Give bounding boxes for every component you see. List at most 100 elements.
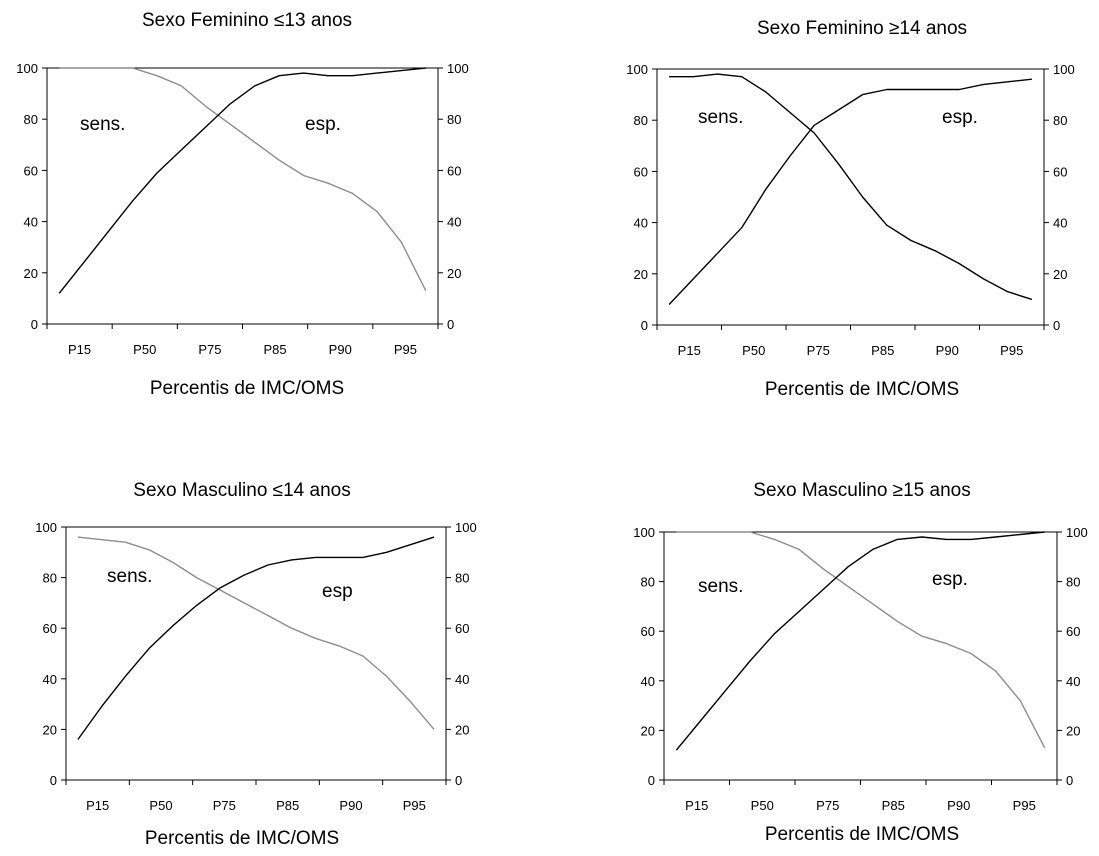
y-tick-label-right: 60 — [1053, 164, 1067, 179]
y-tick-label-right: 40 — [447, 215, 461, 230]
plot-area — [65, 526, 447, 781]
y-tick-label-right: 80 — [1066, 575, 1080, 590]
x-tick-label: P15 — [86, 798, 109, 813]
x-tick-label: P90 — [329, 342, 352, 357]
y-tick-label-left: 20 — [634, 267, 648, 282]
x-tick-label: P15 — [685, 798, 708, 813]
annotation-sens: sens. — [698, 107, 743, 128]
x-tick-label: P85 — [276, 798, 299, 813]
y-tick-label-left: 60 — [24, 163, 38, 178]
annotation-esp: esp — [322, 581, 353, 602]
x-tick-label: P50 — [742, 343, 765, 358]
y-tick-label-right: 80 — [447, 112, 461, 127]
annotation-sens: sens. — [107, 566, 152, 587]
y-tick-label-left: 20 — [43, 722, 57, 737]
y-tick-label-right: 100 — [1053, 62, 1075, 77]
y-tick-label-left: 40 — [634, 216, 648, 231]
chart-panel-feminino-13: Sexo Feminino ≤13 anos 0 0 20 20 40 40 60 60 80 8… — [0, 0, 540, 420]
annotation-sens: sens. — [80, 114, 125, 135]
x-tick-label: P95 — [1013, 798, 1036, 813]
y-tick-label-left: 40 — [43, 672, 57, 687]
x-tick-label: P50 — [751, 798, 774, 813]
y-tick-label-right: 40 — [1066, 674, 1080, 689]
plot-area — [663, 531, 1058, 781]
y-tick-label-left: 80 — [634, 113, 648, 128]
chart-svg: 0 0 20 20 40 40 60 60 80 80 100 100 P15 P50 P75 P85 P90 P… — [16, 61, 469, 357]
x-tick-label: P75 — [807, 343, 830, 358]
y-tick-label-left: 0 — [31, 317, 38, 332]
x-tick-label: P85 — [882, 798, 905, 813]
series-line-esp — [675, 531, 1045, 751]
y-tick-label-left: 20 — [24, 266, 38, 281]
y-tick-label-left: 80 — [24, 112, 38, 127]
x-tick-label: P15 — [68, 342, 91, 357]
series-line-sens — [77, 536, 435, 730]
y-tick-label-left: 40 — [641, 674, 655, 689]
y-tick-label-right: 20 — [1053, 267, 1067, 282]
y-tick-label-right: 80 — [455, 571, 469, 586]
x-tick-label: P50 — [133, 342, 156, 357]
y-tick-label-right: 0 — [455, 773, 462, 788]
y-tick-label-left: 100 — [16, 61, 38, 76]
y-tick-label-right: 100 — [1066, 525, 1088, 540]
y-tick-label-left: 100 — [633, 525, 655, 540]
y-tick-label-left: 0 — [50, 773, 57, 788]
y-tick-label-right: 0 — [1053, 318, 1060, 333]
chart-svg: 0 0 20 20 40 40 60 60 80 80 100 100 P15 P50 P75 P85 P90 P… — [35, 520, 477, 813]
y-tick-label-right: 40 — [1053, 216, 1067, 231]
annotation-sens: sens. — [698, 576, 743, 597]
plot-area — [46, 67, 439, 325]
series-line-esp — [668, 78, 1032, 305]
chart-panel-masculino-15: Sexo Masculino ≥15 anos 0 0 20 20 40 40 60 60 80… — [560, 440, 1099, 856]
y-tick-label-right: 20 — [1066, 723, 1080, 738]
y-tick-label-right: 40 — [455, 672, 469, 687]
y-tick-label-right: 80 — [1053, 113, 1067, 128]
x-tick-label: P15 — [678, 343, 701, 358]
y-tick-label-right: 60 — [1066, 624, 1080, 639]
x-axis-label: Percentis de IMC/OMS — [144, 828, 340, 849]
chart-title: Sexo Masculino ≥15 anos — [753, 480, 971, 501]
annotation-esp: esp. — [305, 114, 341, 135]
series-line-sens — [59, 67, 427, 292]
x-tick-label: P90 — [936, 343, 959, 358]
x-tick-label: P85 — [871, 343, 894, 358]
chart-panel-masculino-14: Sexo Masculino ≤14 anos 0 0 20 20 40 40 60 60 80… — [0, 440, 540, 856]
y-tick-label-right: 20 — [455, 722, 469, 737]
y-tick-label-left: 80 — [641, 575, 655, 590]
y-tick-label-left: 0 — [641, 318, 648, 333]
x-axis-label: Percentis de IMC/OMS — [149, 378, 345, 399]
y-tick-label-right: 100 — [447, 61, 469, 76]
x-tick-label: P95 — [394, 342, 417, 357]
y-tick-label-left: 40 — [24, 215, 38, 230]
x-axis-label: Percentis de IMC/OMS — [764, 379, 960, 400]
x-axis-label: Percentis de IMC/OMS — [764, 824, 960, 845]
y-tick-label-left: 100 — [626, 62, 648, 77]
y-tick-label-right: 20 — [447, 266, 461, 281]
y-tick-label-left: 100 — [35, 520, 57, 535]
y-tick-label-right: 100 — [455, 520, 477, 535]
y-tick-label-left: 0 — [648, 773, 655, 788]
chart-title: Sexo Feminino ≥14 anos — [756, 18, 968, 39]
x-tick-label: P95 — [403, 798, 426, 813]
y-tick-label-left: 60 — [641, 624, 655, 639]
y-tick-label-left: 60 — [43, 621, 57, 636]
annotation-esp: esp. — [942, 107, 978, 128]
y-tick-label-left: 60 — [634, 164, 648, 179]
series-line-sens — [669, 73, 1033, 301]
series-line-esp — [77, 536, 435, 740]
series-line-sens — [676, 531, 1046, 749]
y-tick-label-left: 20 — [641, 723, 655, 738]
chart-panel-feminino-14: Sexo Feminino ≥14 anos 0 0 20 20 40 40 60 60 80 8… — [560, 0, 1099, 420]
chart-svg: 0 0 20 20 40 40 60 60 80 80 100 100 P15 P50 P75 P85 P90 P… — [633, 525, 1088, 813]
x-tick-label: P75 — [213, 798, 236, 813]
x-tick-label: P75 — [198, 342, 221, 357]
y-tick-label-right: 0 — [447, 317, 454, 332]
x-tick-label: P90 — [947, 798, 970, 813]
annotation-esp: esp. — [932, 569, 968, 590]
chart-title: Sexo Feminino ≤13 anos — [141, 10, 353, 31]
x-tick-label: P50 — [149, 798, 172, 813]
y-tick-label-left: 80 — [43, 571, 57, 586]
series-line-esp — [58, 67, 426, 294]
y-tick-label-right: 60 — [455, 621, 469, 636]
chart-title: Sexo Masculino ≤14 anos — [133, 480, 351, 501]
